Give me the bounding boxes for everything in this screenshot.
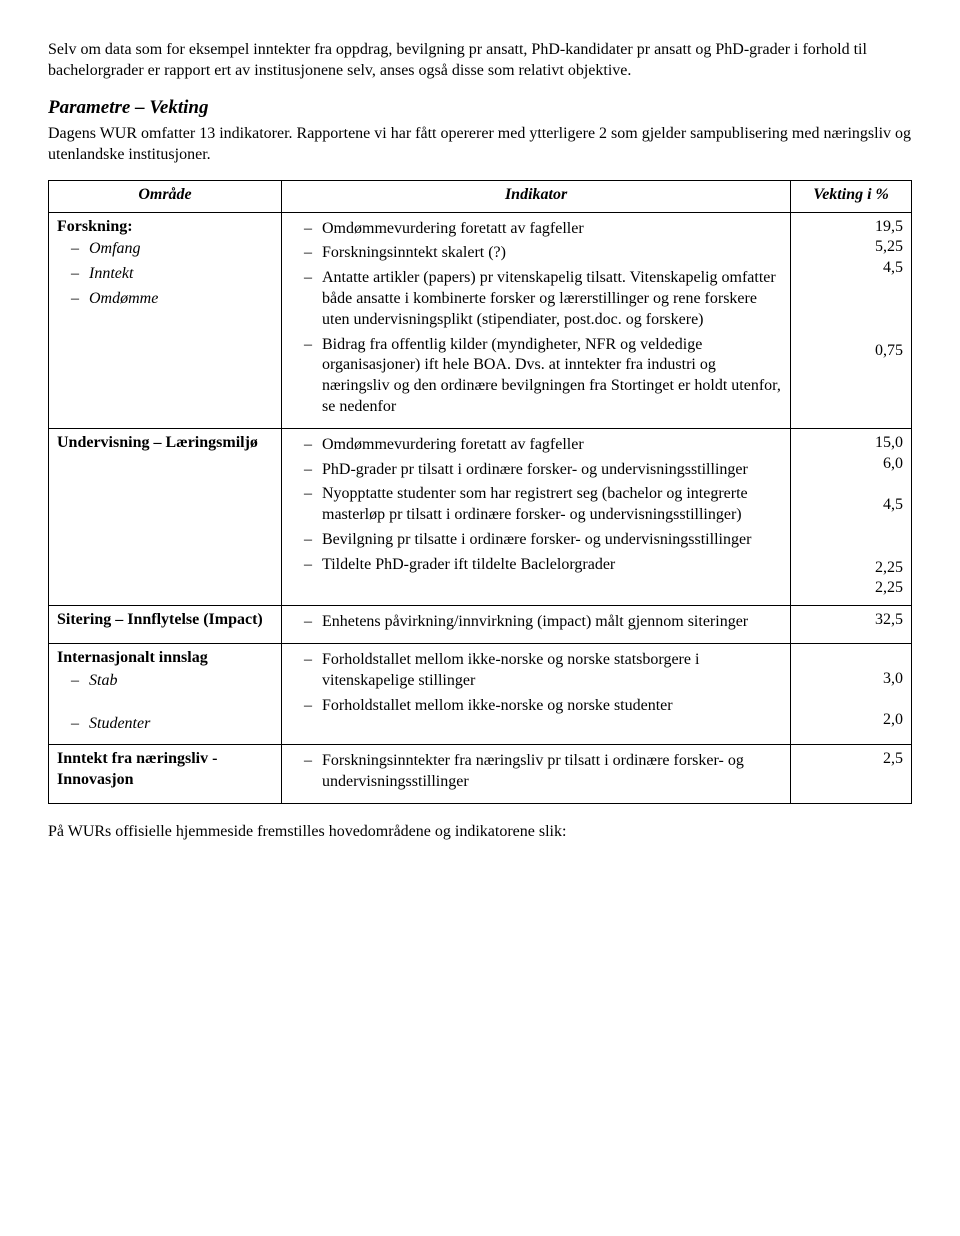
area-item: Inntekt (71, 264, 273, 285)
weight-value (799, 516, 903, 537)
indicator-item: Nyopptatte studenter som har registrert … (304, 484, 782, 526)
indicator-item: Forholdstallet mellom ikke-norske og nor… (304, 696, 782, 717)
area-cell: Sitering – Innflytelse (Impact) (49, 606, 282, 644)
area-item: Studenter (71, 714, 273, 735)
indicator-list: Omdømmevurdering foretatt av fagfeller Fo… (290, 219, 782, 418)
weight-value (799, 648, 903, 669)
section-paragraph: Dagens WUR omfatter 13 indikatorer. Rapp… (48, 124, 912, 166)
indicator-item: Forskningsinntekt skalert (?) (304, 243, 782, 264)
area-cell: Forskning:Omfang Inntekt Omdømme (49, 212, 282, 428)
indicator-item: Enhetens påvirkning/innvirkning (impact)… (304, 612, 782, 633)
indicator-item: Antatte artikler (papers) pr vitenskapel… (304, 268, 782, 330)
weight-value: 2,25 (799, 558, 903, 579)
footer-paragraph: På WURs offisielle hjemmeside fremstille… (48, 822, 912, 843)
area-cell: Undervisning – Læringsmiljø (49, 428, 282, 605)
area-label: Internasjonalt innslag (57, 648, 273, 669)
weight-value: 0,75 (799, 341, 903, 362)
indicator-cell: Enhetens påvirkning/innvirkning (impact)… (282, 606, 791, 644)
indicator-item: Omdømmevurdering foretatt av fagfeller (304, 219, 782, 240)
weight-cell: 15,06,0 4,5 2,252,25 (791, 428, 912, 605)
weight-value (799, 279, 903, 300)
th-area: Område (49, 180, 282, 212)
weight-cell: 19,55,254,5 0,75 (791, 212, 912, 428)
area-cell: Inntekt fra næringsliv - Innovasjon (49, 745, 282, 804)
weight-value: 2,25 (799, 578, 903, 599)
area-label: Sitering – Innflytelse (Impact) (57, 610, 273, 631)
table-row: Forskning:Omfang Inntekt Omdømme Omdømmevur… (49, 212, 912, 428)
weight-value: 4,5 (799, 258, 903, 279)
area-item-list: Omfang Inntekt Omdømme (57, 239, 273, 309)
area-item-list: Stab Studenter (57, 671, 273, 735)
weight-value (799, 537, 903, 558)
weights-table: Område Indikator Vekting i % Forskning:O… (48, 180, 912, 804)
indicator-list: Forholdstallet mellom ikke-norske og nor… (290, 650, 782, 716)
table-row: Inntekt fra næringsliv - Innovasjon Forsk… (49, 745, 912, 804)
indicator-list: Forskningsinntekter fra næringsliv pr ti… (290, 751, 782, 793)
th-weight: Vekting i % (791, 180, 912, 212)
weight-value: 4,5 (799, 495, 903, 516)
section-heading: Parametre – Vekting (48, 96, 912, 121)
indicator-item: Bevilgning pr tilsatte i ordinære forske… (304, 530, 782, 551)
weight-value (799, 690, 903, 711)
indicator-cell: Omdømmevurdering foretatt av fagfeller Fo… (282, 212, 791, 428)
table-header-row: Område Indikator Vekting i % (49, 180, 912, 212)
table-row: Sitering – Innflytelse (Impact) Enhetens … (49, 606, 912, 644)
area-item: Omfang (71, 239, 273, 260)
indicator-cell: Omdømmevurdering foretatt av fagfeller Ph… (282, 428, 791, 605)
indicator-item: PhD-grader pr tilsatt i ordinære forsker… (304, 460, 782, 481)
weight-value: 32,5 (799, 610, 903, 631)
indicator-item: Tildelte PhD-grader ift tildelte Baclelo… (304, 555, 782, 576)
area-item: Stab (71, 671, 273, 692)
area-cell: Internasjonalt innslagStab Studenter (49, 644, 282, 745)
weight-cell: 3,0 2,0 (791, 644, 912, 745)
weight-value (799, 321, 903, 342)
area-label: Undervisning – Læringsmiljø (57, 433, 273, 454)
weight-value: 2,0 (799, 710, 903, 731)
th-indicator: Indikator (282, 180, 791, 212)
indicator-item: Bidrag fra offentlig kilder (myndigheter… (304, 335, 782, 418)
weight-value: 15,0 (799, 433, 903, 454)
intro-paragraph: Selv om data som for eksempel inntekter … (48, 40, 912, 82)
weight-cell: 32,5 (791, 606, 912, 644)
table-row: Internasjonalt innslagStab Studenter Forho… (49, 644, 912, 745)
indicator-cell: Forholdstallet mellom ikke-norske og nor… (282, 644, 791, 745)
weight-value: 6,0 (799, 454, 903, 475)
area-item: Omdømme (71, 289, 273, 310)
weight-value: 19,5 (799, 217, 903, 238)
indicator-item: Omdømmevurdering foretatt av fagfeller (304, 435, 782, 456)
weight-value: 2,5 (799, 749, 903, 770)
indicator-list: Enhetens påvirkning/innvirkning (impact)… (290, 612, 782, 633)
area-label: Inntekt fra næringsliv - Innovasjon (57, 749, 273, 791)
weight-value: 5,25 (799, 237, 903, 258)
indicator-item: Forholdstallet mellom ikke-norske og nor… (304, 650, 782, 692)
indicator-list: Omdømmevurdering foretatt av fagfeller Ph… (290, 435, 782, 576)
indicator-item: Forskningsinntekter fra næringsliv pr ti… (304, 751, 782, 793)
weight-value (799, 300, 903, 321)
area-label: Forskning: (57, 217, 273, 238)
weight-value (799, 474, 903, 495)
weight-cell: 2,5 (791, 745, 912, 804)
weight-value: 3,0 (799, 669, 903, 690)
table-row: Undervisning – Læringsmiljø Omdømmevurder… (49, 428, 912, 605)
indicator-cell: Forskningsinntekter fra næringsliv pr ti… (282, 745, 791, 804)
